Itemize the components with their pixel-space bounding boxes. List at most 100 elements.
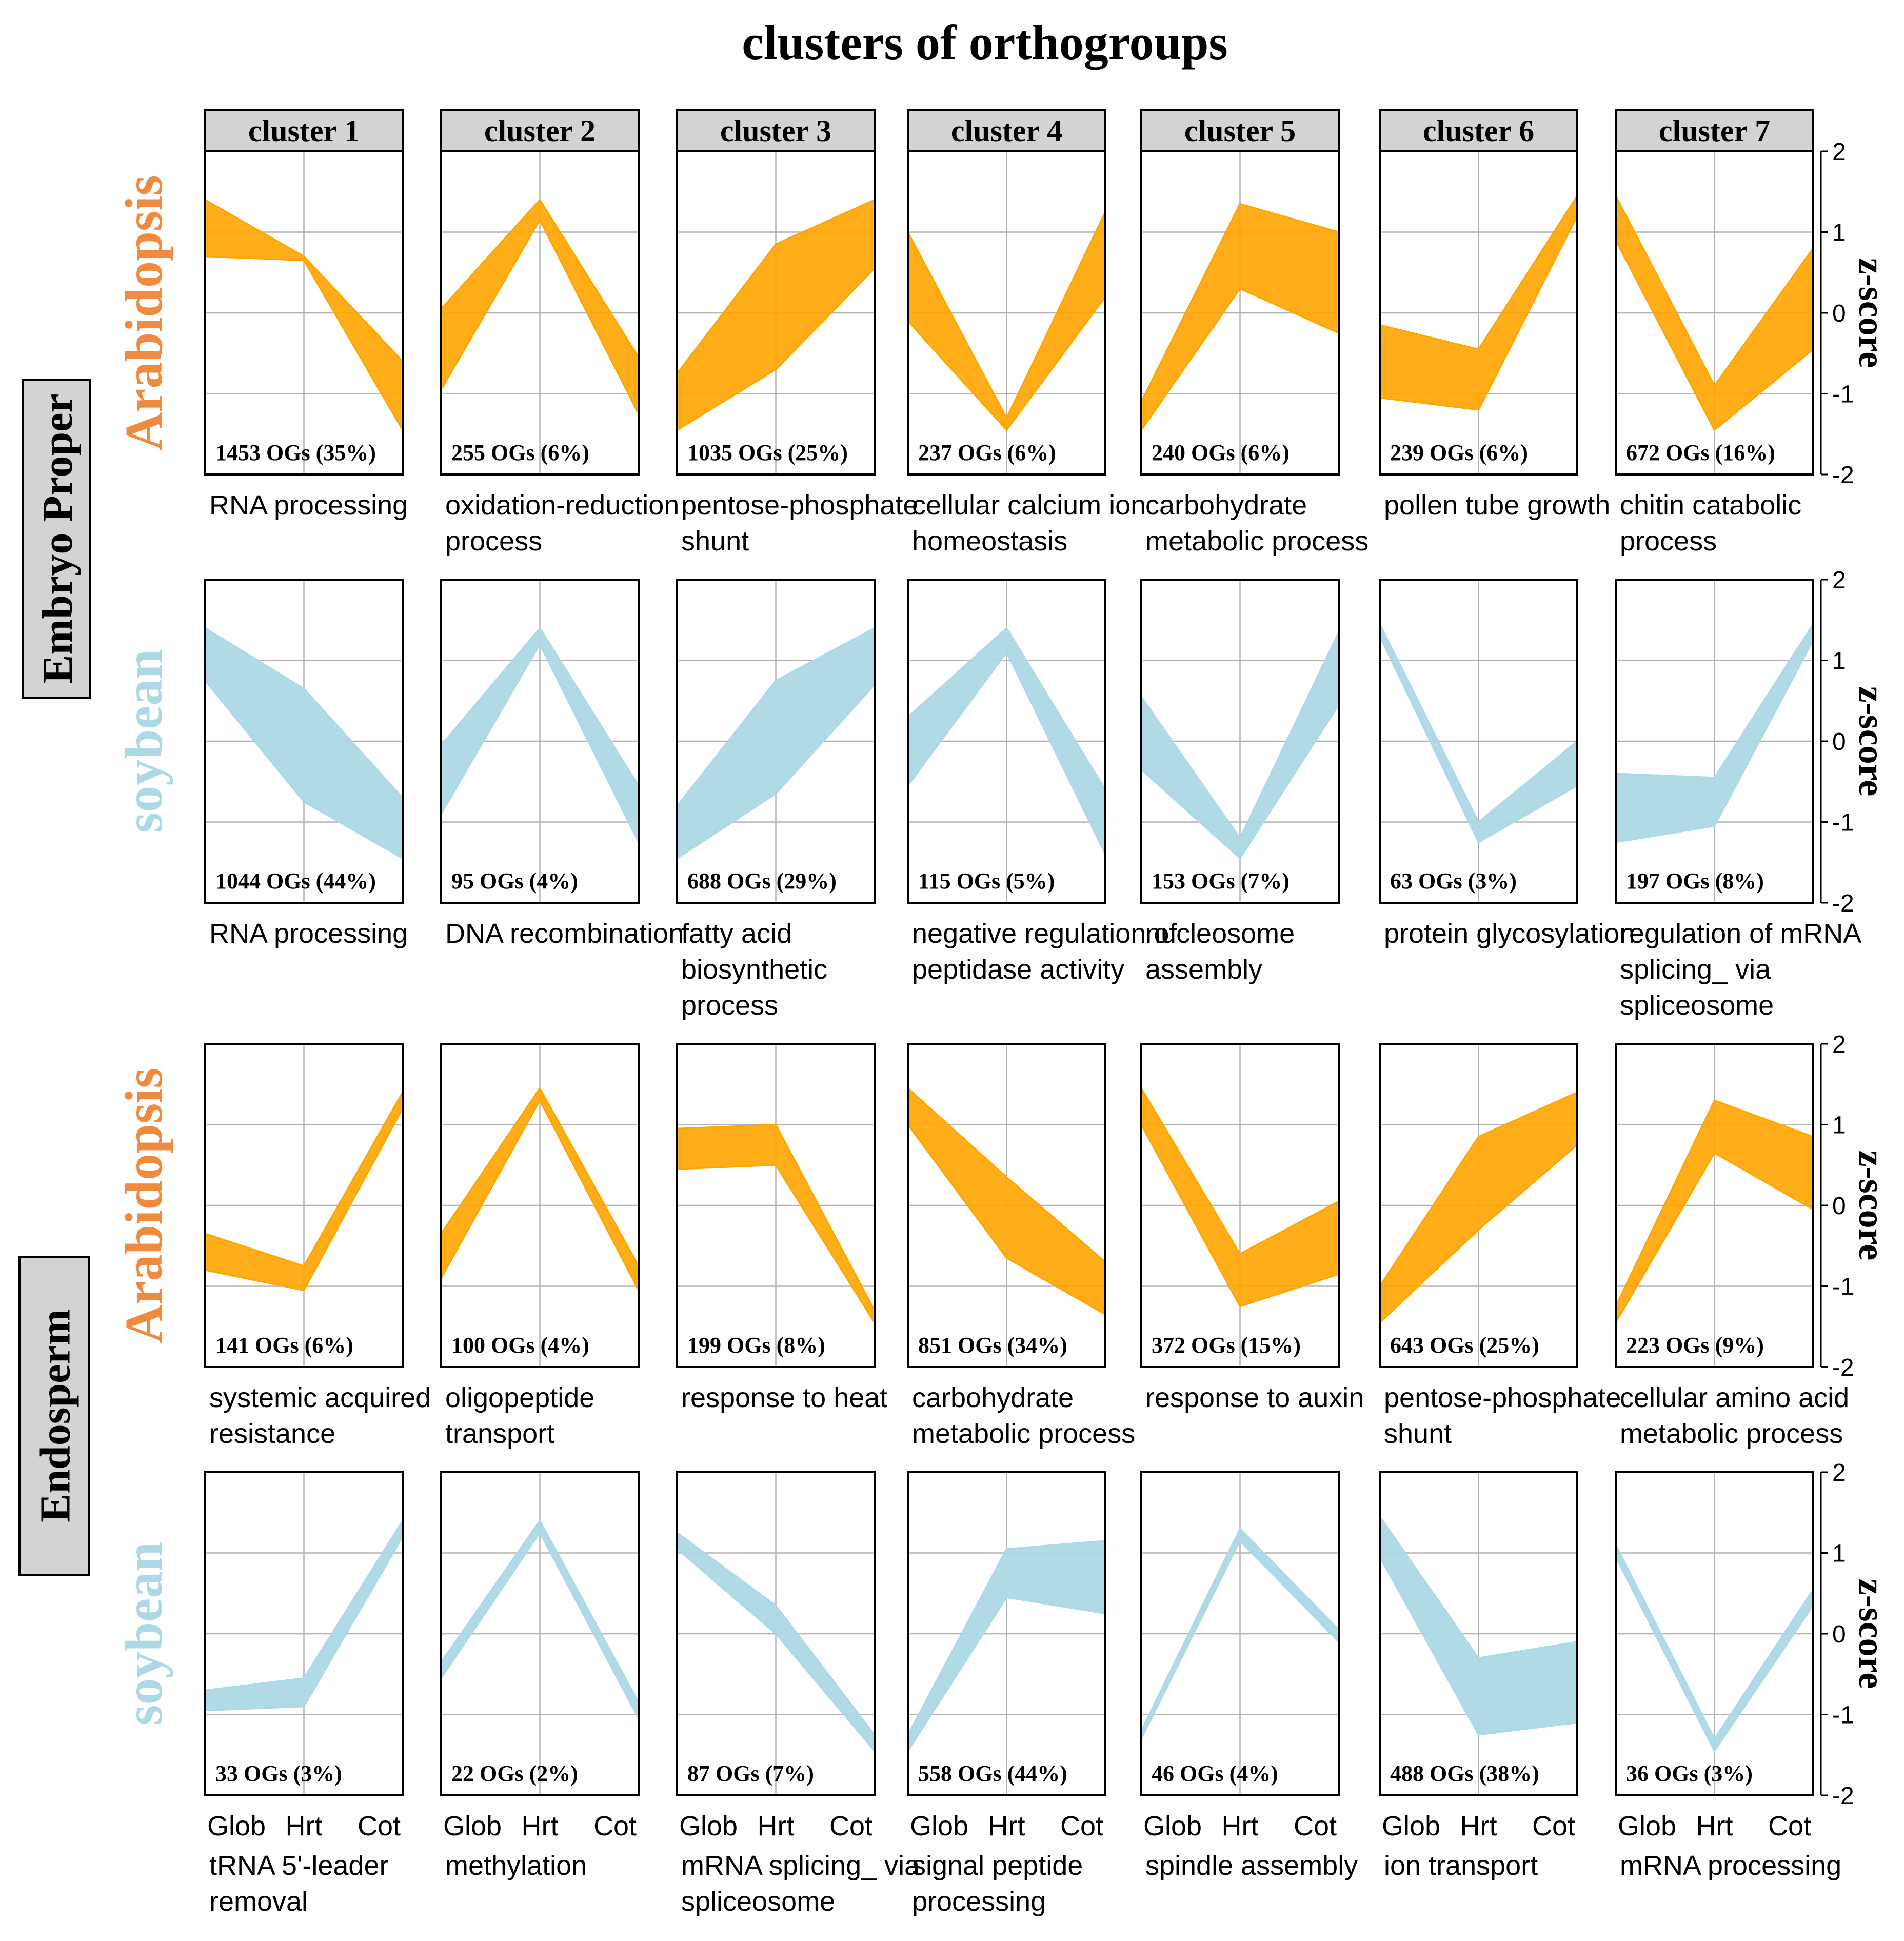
go-term-label: mRNA processing	[1620, 1850, 1841, 1881]
y-tick-label: -2	[1832, 462, 1854, 489]
panel: 33 OGs (3%) tRNA 5'-leader removal Glob Hrt C…	[204, 1471, 404, 1917]
og-count-label: 237 OGs (6%)	[918, 440, 1056, 465]
og-count-label: 688 OGs (29%)	[687, 868, 837, 894]
panel: 688 OGs (29%) fatty acid biosynthetic proce…	[676, 579, 876, 1021]
panel: 1035 OGs (25%) pentose-phosphate shunt	[676, 150, 918, 557]
go-term-label: RNA processing	[209, 490, 408, 521]
go-term-label: biosynthetic	[681, 954, 827, 985]
x-tick-label: Hrt	[522, 1811, 559, 1841]
go-term-label: process	[445, 526, 542, 557]
cluster-header-label: cluster 2	[484, 114, 596, 148]
go-term-label: protein glycosylation	[1384, 918, 1635, 949]
panel-border	[1379, 1471, 1578, 1796]
cluster-header-label: cluster 4	[951, 114, 1062, 148]
y-axis-title: z-score	[1851, 1579, 1892, 1689]
go-term-label: regulation of mRNA	[1620, 918, 1861, 949]
panel-border	[204, 579, 404, 904]
panel: 141 OGs (6%) systemic acquired resistance	[204, 1043, 431, 1449]
series-line-upper	[205, 627, 404, 799]
og-count-label: 100 OGs (4%)	[451, 1333, 589, 1358]
panel: 46 OGs (4%) spindle assembly Glob Hrt Cot	[1140, 1471, 1358, 1881]
go-term-label: pentose-phosphate	[681, 490, 918, 521]
cluster-header-strip	[1379, 109, 1578, 152]
x-tick-label: Hrt	[1696, 1811, 1733, 1841]
og-count-label: 141 OGs (6%)	[215, 1333, 353, 1358]
series-line-upper	[1140, 1087, 1339, 1255]
panel-border	[440, 1471, 640, 1796]
panel: 22 OGs (2%) methylation Glob Hrt Cot	[440, 1471, 640, 1881]
panel: 672 OGs (16%) chitin catabolic process	[1615, 150, 1814, 557]
panel: 255 OGs (6%) oxidation-reduction process	[440, 150, 679, 557]
y-tick-label: -2	[1832, 890, 1854, 917]
cluster-header-strip	[440, 109, 640, 152]
og-count-label: 63 OGs (3%)	[1390, 868, 1517, 894]
series-line-upper	[1615, 1544, 1814, 1740]
og-count-label: 197 OGs (8%)	[1626, 868, 1764, 894]
go-term-label: pollen tube growth	[1384, 490, 1610, 521]
series-line-upper	[440, 626, 640, 786]
go-term-label: fatty acid	[681, 918, 792, 949]
og-count-label: 643 OGs (25%)	[1390, 1333, 1539, 1358]
series-line-lower	[1140, 1539, 1340, 1739]
species-label-soybean: soybean	[114, 649, 173, 833]
go-term-label: homeostasis	[912, 526, 1067, 557]
series-line-upper	[440, 1519, 640, 1703]
go-term-label: signal peptide	[912, 1850, 1083, 1881]
go-term-label: resistance	[209, 1418, 335, 1449]
panel-border	[907, 1471, 1106, 1796]
series-line-lower	[1615, 1152, 1814, 1323]
series-line-lower	[1615, 240, 1814, 431]
panel-border	[676, 150, 876, 476]
panel-border	[1615, 1471, 1814, 1796]
series-line-upper	[1140, 203, 1339, 402]
x-tick-label: Cot	[1532, 1811, 1575, 1841]
y-tick-label: 0	[1832, 300, 1846, 327]
og-count-label: 87 OGs (7%)	[687, 1761, 814, 1786]
go-term-label: ion transport	[1384, 1850, 1538, 1881]
y-axis-title: z-score	[1851, 686, 1892, 797]
og-count-label: 95 OGs (4%)	[451, 868, 578, 894]
y-tick-label: -2	[1832, 1354, 1854, 1381]
series-line-upper	[1615, 623, 1814, 779]
series-line-upper	[907, 1087, 1106, 1263]
panel: 115 OGs (5%) negative regulation of peptid…	[907, 579, 1177, 985]
og-count-label: 239 OGs (6%)	[1390, 440, 1528, 465]
y-tick-label: 2	[1832, 138, 1846, 166]
plot-layer: Arabidopsis soybean Arabidopsis soybean Embr…	[18, 109, 1892, 1917]
panel-border	[1615, 150, 1814, 476]
panel: 1044 OGs (44%) RNA processing	[204, 579, 408, 949]
series-line-upper	[677, 1123, 876, 1311]
y-tick-label: 1	[1832, 220, 1846, 247]
y-tick-label: -1	[1832, 809, 1854, 837]
series-line-lower	[677, 1164, 876, 1323]
y-tick-label: -1	[1832, 1274, 1854, 1301]
x-tick-label: Glob	[443, 1811, 502, 1841]
go-term-label: response to auxin	[1145, 1382, 1364, 1413]
cluster-header-label: cluster 1	[248, 114, 360, 148]
y-tick-label: 2	[1832, 1459, 1846, 1487]
panel: 240 OGs (6%) carbohydrate metabolic proces…	[1140, 150, 1369, 557]
cluster-header-label: cluster 3	[720, 114, 831, 148]
og-count-label: 199 OGs (8%)	[687, 1333, 825, 1358]
series-line-lower	[1379, 215, 1578, 411]
panel-border	[1140, 150, 1340, 476]
y-tick-label: 2	[1832, 1031, 1846, 1058]
x-tick-label: Cot	[593, 1811, 637, 1841]
panel: 197 OGs (8%) regulation of mRNA splicing_ …	[1615, 579, 1861, 1021]
panel-border	[1379, 1043, 1578, 1368]
series-line-lower	[907, 650, 1106, 855]
x-tick-label: Cot	[1768, 1811, 1811, 1841]
x-tick-label: Hrt	[1460, 1811, 1497, 1841]
panel: 95 OGs (4%) DNA recombination	[440, 579, 684, 949]
panel-border	[907, 1043, 1106, 1368]
series-line-upper	[1379, 623, 1578, 823]
x-tick-label: Glob	[910, 1811, 968, 1841]
x-tick-label: Cot	[358, 1811, 401, 1841]
y-tick-label: 0	[1832, 728, 1846, 756]
cluster-header-label: cluster 6	[1423, 114, 1534, 148]
y-tick-label: 2	[1832, 567, 1846, 594]
figure-title: clusters of orthogroups	[742, 15, 1228, 70]
og-count-label: 1453 OGs (35%)	[215, 440, 376, 465]
series-line-lower	[907, 1596, 1106, 1752]
panel-border	[204, 1043, 404, 1368]
